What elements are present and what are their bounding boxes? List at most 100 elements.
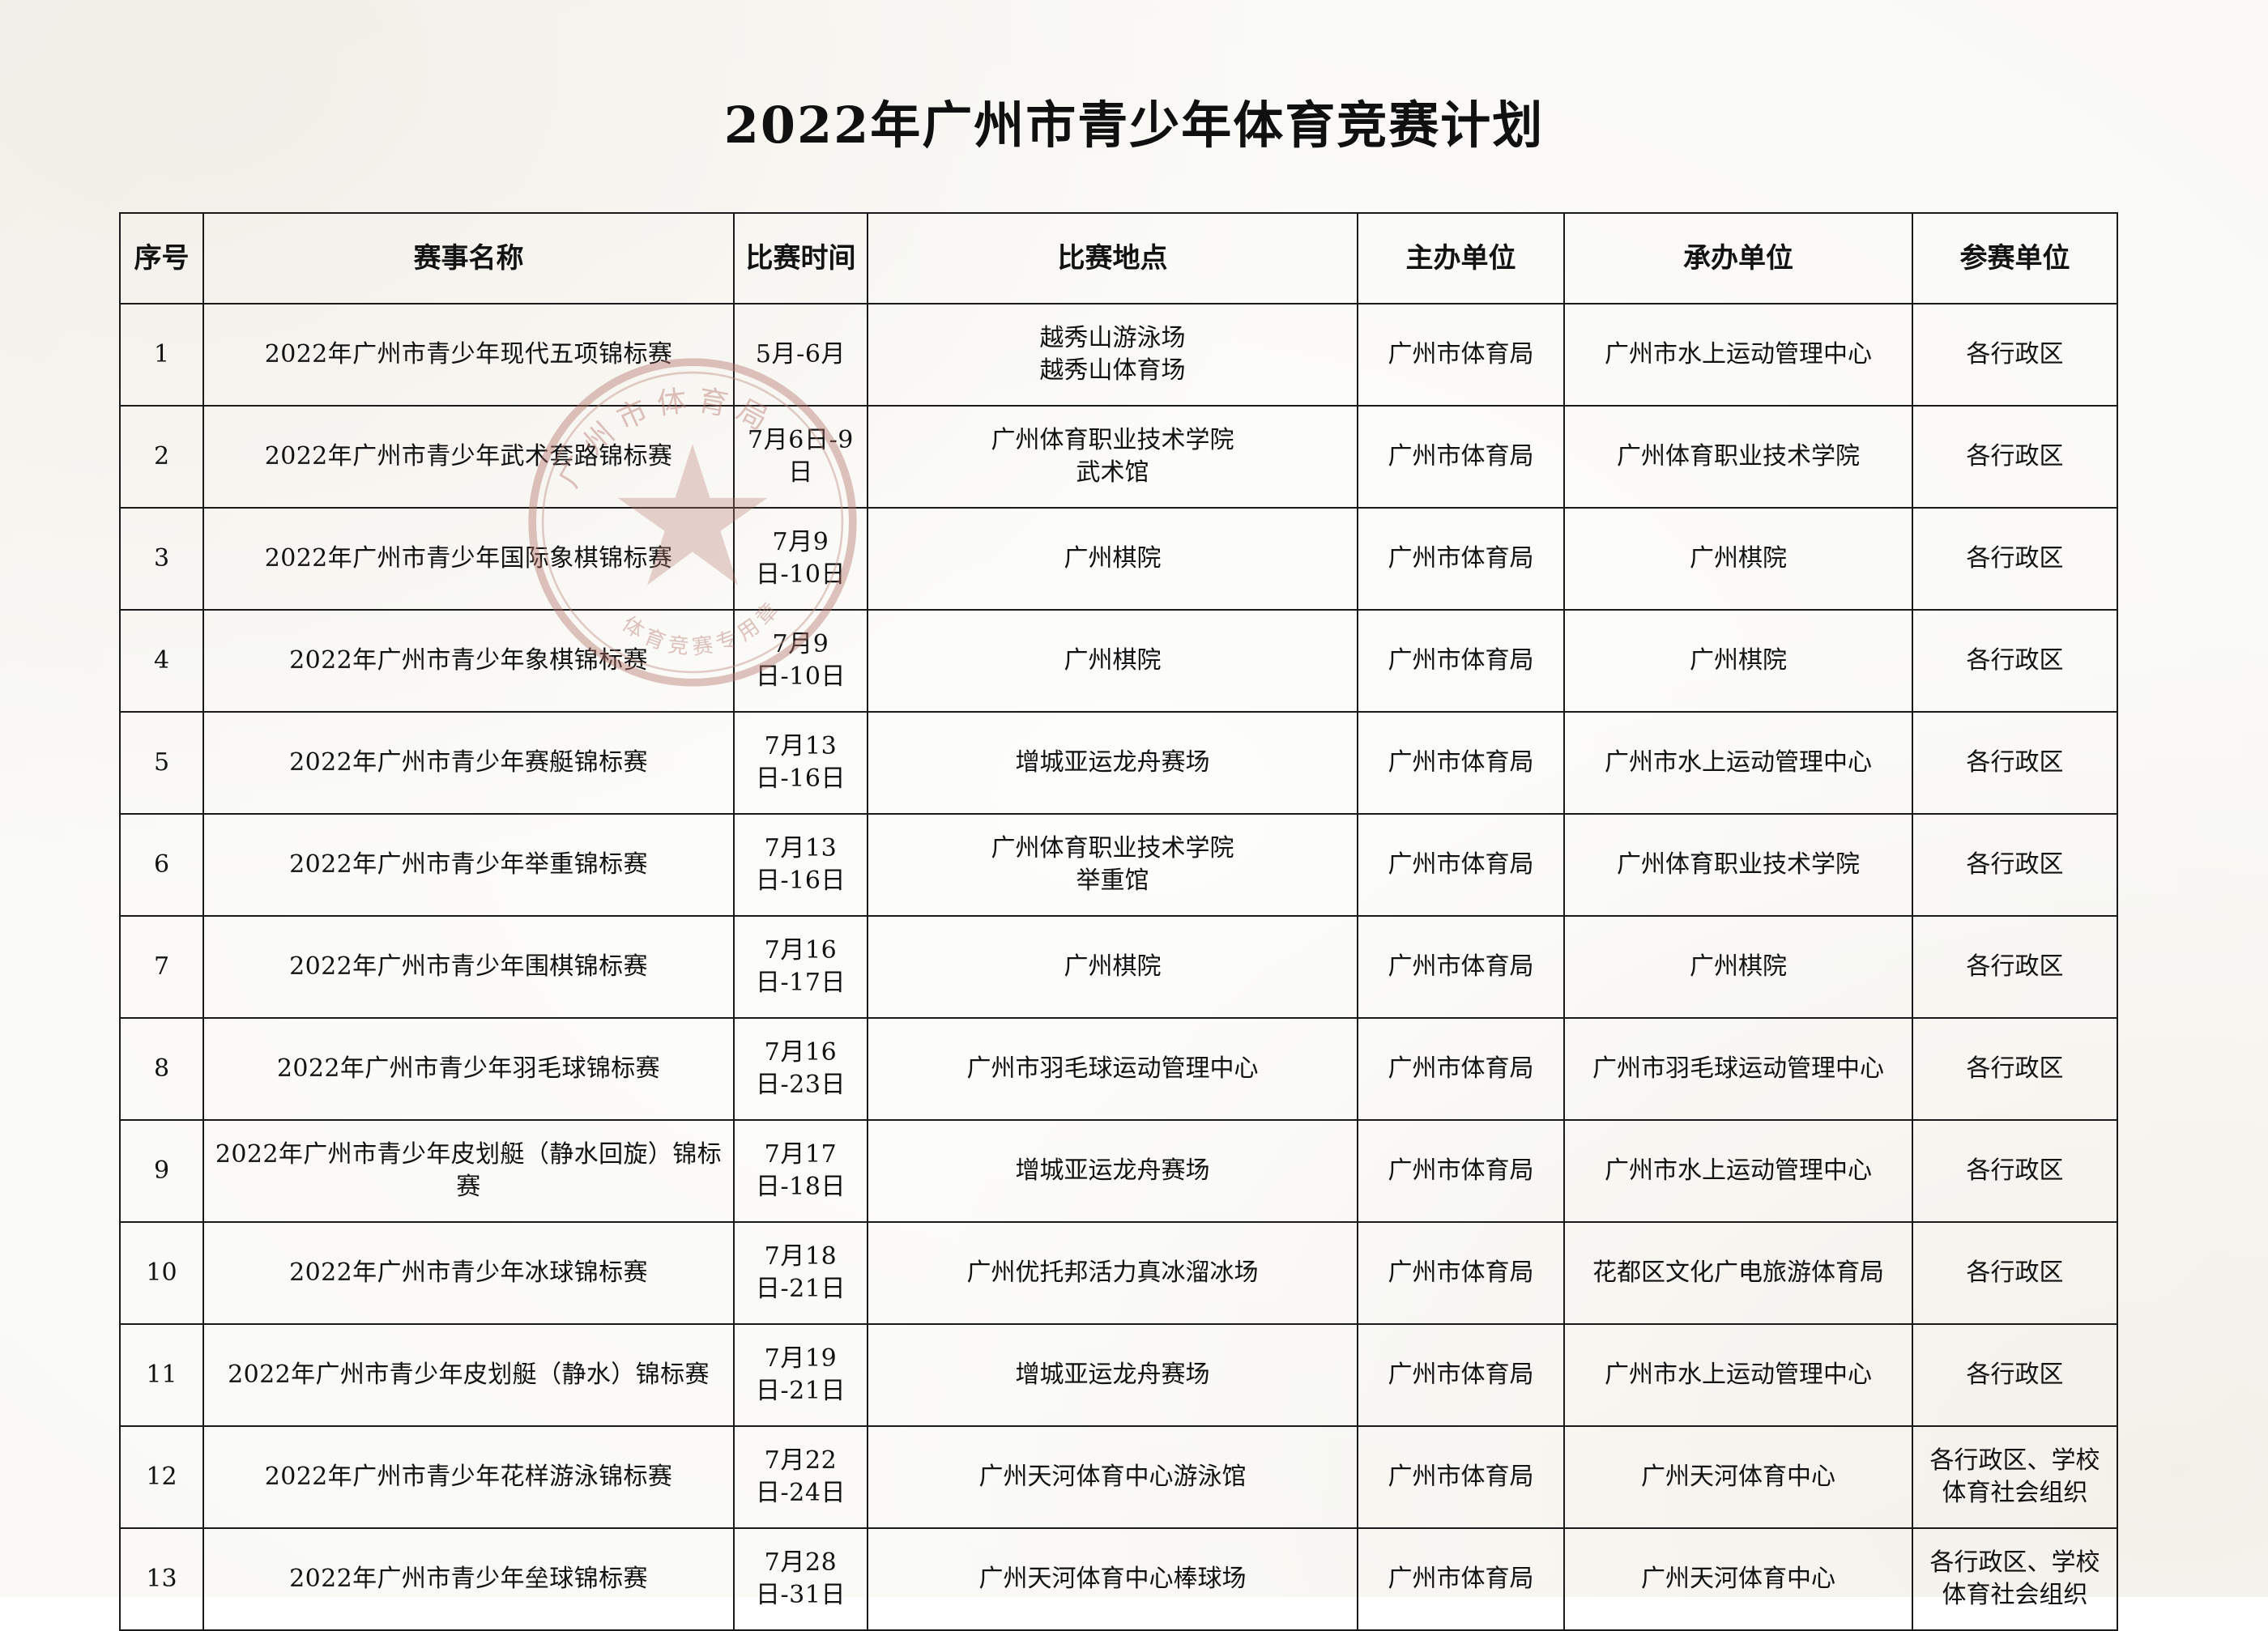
cell-event-venue: 增城亚运龙舟赛场 (867, 1323, 1358, 1427)
cell-event-venue-line: 广州棋院 (1064, 544, 1162, 573)
cell-event-name: 2022年广州市青少年冰球锦标赛 (202, 1221, 735, 1325)
cell-participants: 各行政区 (1912, 1323, 2118, 1427)
cell-organizer: 广州市体育局 (1357, 1221, 1565, 1325)
cell-event-date: 7月16日-17日 (733, 915, 868, 1019)
cell-participants-line: 各行政区、学校 (1929, 1446, 2100, 1476)
cell-participants: 各行政区 (1912, 303, 2118, 407)
cell-event-venue: 增城亚运龙舟赛场 (867, 711, 1358, 815)
cell-participants-line: 各行政区 (1966, 1361, 2064, 1390)
table-row: 6 2022年广州市青少年举重锦标赛 7月13日-16日 广州体育职业技术学院 举重馆广… (119, 813, 2118, 917)
cell-event-date: 5月-6月 (733, 303, 868, 407)
cell-participants-line: 各行政区 (1966, 1054, 2064, 1084)
cell-event-venue: 广州市羽毛球运动管理中心 (867, 1017, 1358, 1121)
table-row: 4 2022年广州市青少年象棋锦标赛 7月9日-10日 广州棋院 广州市体育局 广州棋院各… (119, 609, 2118, 713)
cell-event-date: 7月6日-9日 (733, 405, 868, 509)
cell-participants: 各行政区、学校 体育社会组织 (1912, 1527, 2118, 1631)
cell-serial-number: 4 (119, 609, 204, 713)
cell-event-venue: 广州体育职业技术学院 武术馆 (867, 405, 1358, 509)
cell-event-venue-line: 越秀山游泳场 (1039, 324, 1186, 353)
cell-participants: 各行政区 (1912, 711, 2118, 815)
cell-event-name: 2022年广州市青少年羽毛球锦标赛 (202, 1017, 735, 1121)
cell-event-venue-line: 越秀山体育场 (1039, 356, 1186, 385)
cell-organizer: 广州市体育局 (1357, 813, 1565, 917)
cell-host: 广州棋院 (1563, 915, 1913, 1019)
cell-event-date: 7月17日-18日 (733, 1119, 868, 1223)
cell-event-venue: 广州体育职业技术学院 举重馆 (867, 813, 1358, 917)
cell-event-venue: 广州天河体育中心棒球场 (867, 1527, 1358, 1631)
cell-event-date: 7月13日-16日 (733, 813, 868, 917)
cell-event-venue-line: 广州市羽毛球运动管理中心 (966, 1054, 1259, 1084)
cell-host: 广州棋院 (1563, 507, 1913, 611)
cell-serial-number: 1 (119, 303, 204, 407)
cell-event-venue: 广州优托邦活力真冰溜冰场 (867, 1221, 1358, 1325)
header-host: 承办单位 (1563, 212, 1913, 304)
table-row: 13 2022年广州市青少年垒球锦标赛 7月28日-31日 广州天河体育中心棒球场 广州… (119, 1527, 2118, 1631)
cell-participants: 各行政区、学校 体育社会组织 (1912, 1425, 2118, 1529)
cell-participants: 各行政区 (1912, 1017, 2118, 1121)
cell-event-venue: 广州棋院 (867, 915, 1358, 1019)
cell-participants: 各行政区 (1912, 405, 2118, 509)
cell-serial-number: 3 (119, 507, 204, 611)
cell-participants-line: 各行政区 (1966, 340, 2064, 369)
cell-participants-line: 体育社会组织 (1942, 1581, 2088, 1609)
cell-event-date: 7月9日-10日 (733, 609, 868, 713)
cell-participants-line: 各行政区 (1966, 952, 2064, 982)
cell-participants-line: 各行政区 (1966, 1258, 2064, 1288)
cell-serial-number: 9 (119, 1119, 204, 1223)
competition-plan-table: 序号 赛事名称 比赛时间 比赛地点 主办单位 承办单位 参赛单位 1 2022年广… (119, 212, 2118, 1631)
header-organizer: 主办单位 (1357, 212, 1565, 304)
cell-event-date: 7月28日-31日 (733, 1527, 868, 1631)
cell-event-venue-line: 增城亚运龙舟赛场 (1015, 748, 1210, 777)
cell-participants-line: 各行政区、学校 (1929, 1548, 2100, 1578)
cell-event-name: 2022年广州市青少年皮划艇（静水）锦标赛 (202, 1323, 735, 1427)
cell-serial-number: 10 (119, 1221, 204, 1325)
cell-event-venue-line: 广州棋院 (1064, 646, 1162, 675)
cell-host: 广州体育职业技术学院 (1563, 405, 1913, 509)
cell-organizer: 广州市体育局 (1357, 303, 1565, 407)
cell-organizer: 广州市体育局 (1357, 1425, 1565, 1529)
cell-organizer: 广州市体育局 (1357, 507, 1565, 611)
cell-organizer: 广州市体育局 (1357, 1527, 1565, 1631)
cell-event-name: 2022年广州市青少年武术套路锦标赛 (202, 405, 735, 509)
table-header-row: 序号 赛事名称 比赛时间 比赛地点 主办单位 承办单位 参赛单位 (119, 212, 2118, 304)
cell-participants-line: 体育社会组织 (1942, 1479, 2088, 1507)
cell-serial-number: 6 (119, 813, 204, 917)
page-title: 2022年广州市青少年体育竞赛计划 (723, 96, 1545, 155)
cell-event-date: 7月18日-21日 (733, 1221, 868, 1325)
cell-host: 花都区文化广电旅游体育局 (1563, 1221, 1913, 1325)
table-row: 10 2022年广州市青少年冰球锦标赛 7月18日-21日 广州优托邦活力真冰溜冰场 广… (119, 1221, 2118, 1325)
cell-event-venue-line: 举重馆 (1076, 867, 1149, 895)
cell-event-venue-line: 增城亚运龙舟赛场 (1015, 1361, 1210, 1390)
cell-organizer: 广州市体育局 (1357, 711, 1565, 815)
table-row: 3 2022年广州市青少年国际象棋锦标赛 7月9日-10日 广州棋院 广州市体育局 广州棋… (119, 507, 2118, 611)
cell-event-name: 2022年广州市青少年垒球锦标赛 (202, 1527, 735, 1631)
cell-participants: 各行政区 (1912, 915, 2118, 1019)
cell-participants-line: 各行政区 (1966, 544, 2064, 573)
cell-participants: 各行政区 (1912, 1119, 2118, 1223)
header-event-name: 赛事名称 (202, 212, 735, 304)
cell-serial-number: 5 (119, 711, 204, 815)
table-row: 1 2022年广州市青少年现代五项锦标赛 5月-6月 越秀山游泳场 越秀山体育场 广州市体… (119, 303, 2118, 407)
cell-event-name: 2022年广州市青少年国际象棋锦标赛 (202, 507, 735, 611)
cell-participants-line: 各行政区 (1966, 1156, 2064, 1186)
cell-serial-number: 2 (119, 405, 204, 509)
cell-event-date: 7月13日-16日 (733, 711, 868, 815)
cell-event-name: 2022年广州市青少年皮划艇（静水回旋）锦标赛 (202, 1119, 735, 1223)
cell-host: 广州体育职业技术学院 (1563, 813, 1913, 917)
header-event-date: 比赛时间 (733, 212, 868, 304)
table-row: 2 2022年广州市青少年武术套路锦标赛 7月6日-9日 广州体育职业技术学院 武术馆 广… (119, 405, 2118, 509)
cell-participants-line: 各行政区 (1966, 850, 2064, 879)
cell-host: 广州天河体育中心 (1563, 1527, 1913, 1631)
cell-host: 广州棋院 (1563, 609, 1913, 713)
header-serial-number: 序号 (119, 212, 204, 304)
cell-event-venue-line: 广州优托邦活力真冰溜冰场 (966, 1258, 1259, 1288)
cell-host: 广州市水上运动管理中心 (1563, 711, 1913, 815)
cell-event-date: 7月19日-21日 (733, 1323, 868, 1427)
table-row: 7 2022年广州市青少年围棋锦标赛 7月16日-17日 广州棋院 广州市体育局 广州棋院… (119, 915, 2118, 1019)
cell-event-name: 2022年广州市青少年花样游泳锦标赛 (202, 1425, 735, 1529)
table-row: 9 2022年广州市青少年皮划艇（静水回旋）锦标赛 7月17日-18日 增城亚运龙舟赛… (119, 1119, 2118, 1223)
table-row: 11 2022年广州市青少年皮划艇（静水）锦标赛 7月19日-21日 增城亚运龙舟赛场… (119, 1323, 2118, 1427)
cell-serial-number: 13 (119, 1527, 204, 1631)
cell-event-venue-line: 广州天河体育中心游泳馆 (978, 1463, 1247, 1492)
cell-event-venue: 广州天河体育中心游泳馆 (867, 1425, 1358, 1529)
